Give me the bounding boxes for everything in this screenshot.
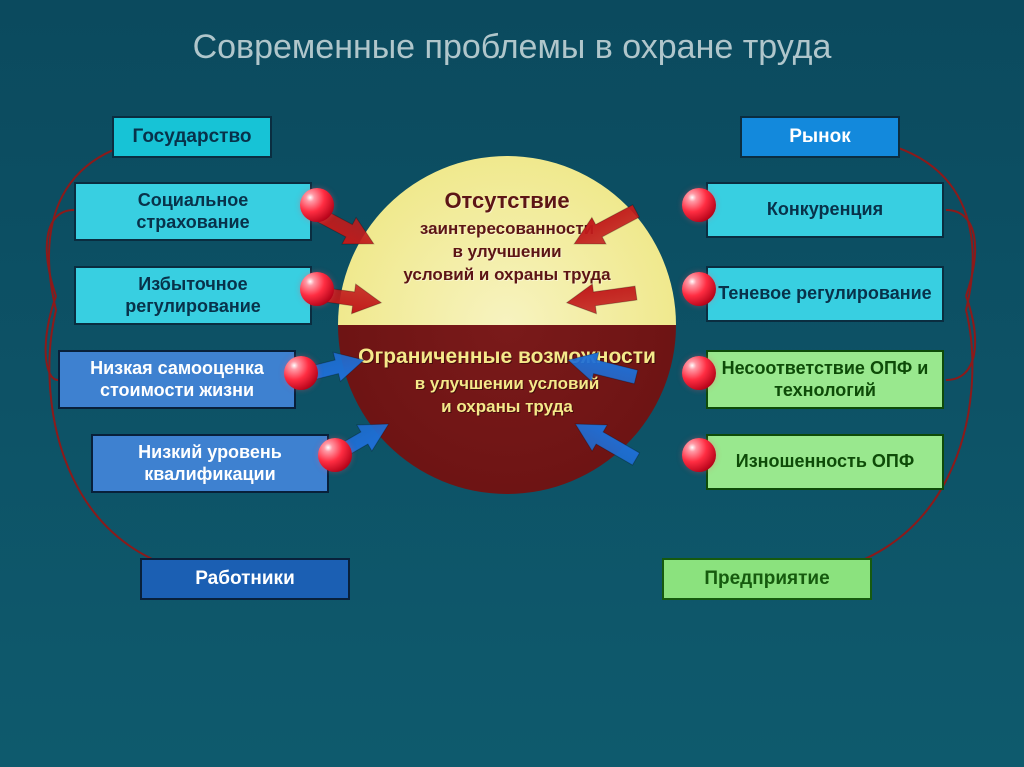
box-social-insurance: Социальное страхование bbox=[74, 182, 312, 241]
connector-dot-7 bbox=[682, 438, 716, 472]
connector-dot-2 bbox=[284, 356, 318, 390]
box-competition: Конкуренция bbox=[706, 182, 944, 238]
box-shadow-regulation: Теневое регулирование bbox=[706, 266, 944, 322]
box-excess-regulation: Избыточное регулирование bbox=[74, 266, 312, 325]
box-opf-mismatch: Несоответствие ОПФ и технологий bbox=[706, 350, 944, 409]
box-low-qualification: Низкий уровень квалификации bbox=[91, 434, 329, 493]
connector-dot-0 bbox=[300, 188, 334, 222]
connector-dot-6 bbox=[682, 356, 716, 390]
box-opf-wear: Изношенность ОПФ bbox=[706, 434, 944, 490]
circle-bottom-rest: в улучшении условийи охраны труда bbox=[415, 374, 600, 416]
connector-dot-1 bbox=[300, 272, 334, 306]
category-market: Рынок bbox=[740, 116, 900, 158]
connector-dot-4 bbox=[682, 188, 716, 222]
category-company: Предприятие bbox=[662, 558, 872, 600]
page-title: Современные проблемы в охране труда bbox=[0, 0, 1024, 67]
connector-dot-3 bbox=[318, 438, 352, 472]
category-state: Государство bbox=[112, 116, 272, 158]
connector-dot-5 bbox=[682, 272, 716, 306]
diagram-stage: Отсутствие заинтересованностив улучшении… bbox=[0, 100, 1024, 767]
category-workers: Работники bbox=[140, 558, 350, 600]
box-low-life-value: Низкая самооценка стоимости жизни bbox=[58, 350, 296, 409]
